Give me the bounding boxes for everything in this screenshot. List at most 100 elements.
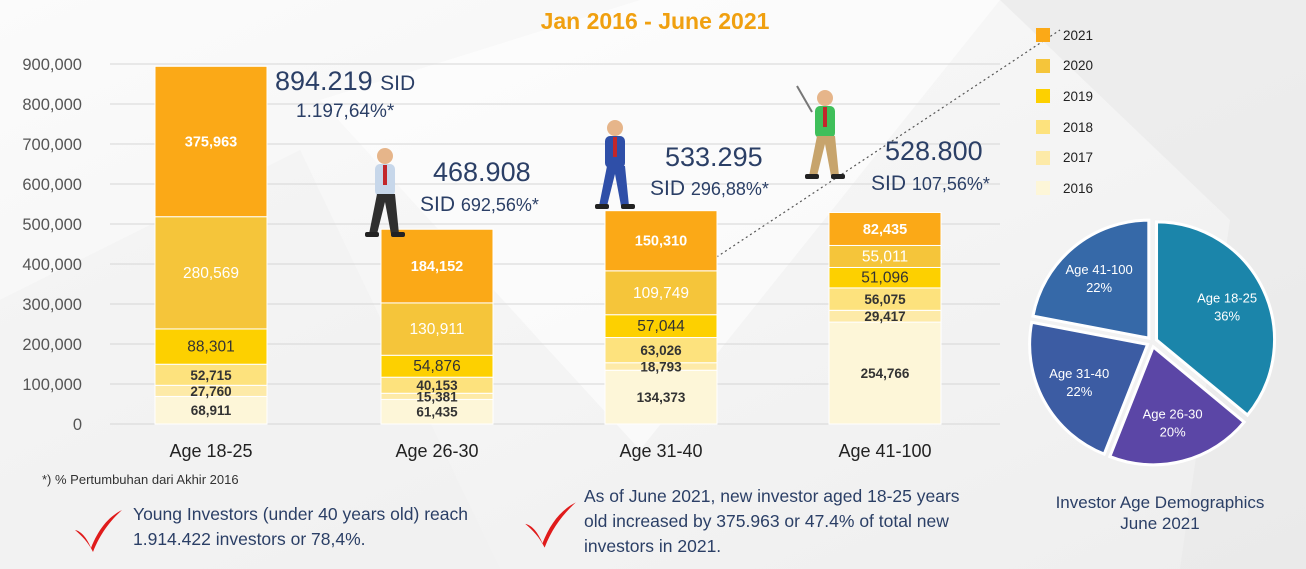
young-investors-text: Young Investors (under 40 years old) rea…: [133, 504, 468, 549]
x-tick-label: Age 41-100: [838, 441, 931, 461]
total-label: 894.219 SID: [275, 66, 415, 96]
pie-slice: [1107, 344, 1247, 467]
y-tick-label: 600,000: [22, 176, 82, 194]
legend-label: 2017: [1063, 150, 1094, 166]
pie-slice: [1031, 218, 1151, 340]
growth-label: SID 692,56%*: [420, 193, 539, 216]
pie-slice-pct: 22%: [1066, 384, 1092, 399]
bar-value-label: 109,749: [633, 285, 689, 302]
bar-segment-2016: [828, 321, 942, 425]
y-tick-label: 700,000: [22, 136, 82, 154]
growth-label: 1.197,64%*: [296, 101, 395, 122]
bar-value-label: 82,435: [863, 222, 907, 238]
total-label: 533.295: [665, 142, 763, 172]
bar-value-label: 52,715: [190, 368, 232, 383]
golf-club-icon: [796, 85, 813, 113]
bar-value-label: 134,373: [637, 390, 686, 405]
legend-item-2020: 2020: [1036, 51, 1093, 82]
legend-item-2016: 2016: [1036, 173, 1093, 204]
bar-value-label: 254,766: [861, 366, 910, 381]
bar-segment-2021: [604, 210, 718, 272]
total-label: 468.908: [433, 157, 531, 187]
legend-label: 2019: [1063, 88, 1094, 104]
pie-slice-label: Age 26-30: [1143, 406, 1203, 421]
investor-figure-walking: [365, 148, 405, 237]
bar-value-label: 375,963: [185, 135, 237, 151]
legend-label: 2020: [1063, 58, 1094, 74]
bar-value-label: 57,044: [637, 318, 685, 335]
legend-item-2021: 2021: [1036, 20, 1093, 51]
new-investor-text: As of June 2021, new investor aged 18-25…: [584, 486, 960, 556]
x-tick-label: Age 18-25: [169, 441, 252, 461]
bar-value-label: 130,911: [410, 321, 465, 338]
bar-segment-2021: [154, 65, 268, 218]
bar-segment-2020: [154, 216, 268, 330]
x-tick-label: Age 26-30: [395, 441, 478, 461]
y-tick-label: 400,000: [22, 256, 82, 274]
growth-label: SID 296,88%*: [650, 177, 769, 200]
bar-value-label: 63,026: [640, 343, 682, 358]
y-tick-label: 500,000: [22, 216, 82, 234]
pie-slice-pct: 20%: [1160, 424, 1186, 439]
bar-value-label: 18,793: [640, 359, 682, 374]
y-tick-label: 800,000: [22, 96, 82, 114]
bar-value-label: 68,911: [191, 403, 232, 418]
footnote: *) % Pertumbuhan dari Akhir 2016: [42, 472, 239, 487]
bar-value-label: 40,153: [416, 378, 458, 393]
legend-swatch-2018: [1036, 120, 1050, 135]
legend-swatch-2021: [1036, 28, 1050, 43]
pie-slice-label: Age 41-100: [1065, 262, 1132, 277]
pie-slice-label: Age 18-25: [1197, 291, 1257, 306]
bar-segment-2021: [828, 211, 942, 246]
legend-item-2019: 2019: [1036, 81, 1093, 112]
legend-item-2017: 2017: [1036, 142, 1093, 173]
legend-label: 2021: [1063, 27, 1094, 43]
bar-value-label: 51,096: [861, 270, 908, 287]
bar-segment-2016: [604, 369, 718, 425]
bar-value-label: 280,569: [183, 265, 239, 282]
pie-slice-label: Age 31-40: [1049, 366, 1109, 381]
bar-segment-2021: [380, 228, 494, 304]
pie-slice: [1028, 320, 1150, 457]
bar-segment-2016: [380, 398, 494, 425]
bar-segment-2020: [380, 302, 494, 356]
bar-segment-2018: [604, 337, 718, 364]
pie-slice-pct: 36%: [1214, 309, 1240, 324]
legend-swatch-2020: [1036, 58, 1050, 73]
bar-segment-2016: [154, 395, 268, 425]
pie-slice-pct: 22%: [1086, 280, 1112, 295]
bar-value-label: 55,011: [862, 248, 908, 265]
pie-caption-line2: June 2021: [1120, 514, 1200, 533]
checkmark-icon: [75, 510, 122, 552]
y-tick-label: 300,000: [22, 296, 82, 314]
legend-swatch-2016: [1036, 181, 1050, 196]
bar-value-label: 56,075: [864, 292, 906, 307]
bar-value-label: 27,760: [190, 384, 231, 399]
legend-label: 2018: [1063, 119, 1094, 135]
bar-value-label: 150,310: [635, 234, 687, 250]
legend-swatch-2019: [1036, 89, 1050, 104]
y-tick-label: 100,000: [22, 376, 82, 394]
growth-label: SID 107,56%*: [871, 172, 990, 195]
y-tick-label: 0: [73, 416, 82, 434]
checkmark-icon: [525, 502, 576, 548]
pie-caption: Investor Age Demographics June 2021: [1030, 492, 1290, 534]
bar-value-label: 54,876: [413, 358, 460, 375]
pie-caption-line1: Investor Age Demographics: [1055, 493, 1265, 512]
investor-figure-suit: [595, 120, 635, 209]
legend-label: 2016: [1063, 180, 1094, 196]
legend-item-2018: 2018: [1036, 112, 1093, 143]
pie-slice: [1155, 220, 1277, 418]
chart-legend: 2021 2020 2019 2018 2017 2016: [1036, 20, 1093, 204]
y-tick-label: 200,000: [22, 336, 82, 354]
bar-value-label: 184,152: [411, 259, 463, 275]
legend-swatch-2017: [1036, 150, 1050, 165]
bar-value-label: 61,435: [416, 405, 458, 420]
bar-value-label: 29,417: [864, 309, 905, 324]
total-label: 528.800: [885, 136, 983, 166]
investor-figure-golfer: [805, 90, 845, 179]
bar-value-label: 15,381: [416, 389, 458, 404]
chart-title: Jan 2016 - June 2021: [540, 8, 770, 34]
bar-value-label: 88,301: [187, 339, 234, 356]
